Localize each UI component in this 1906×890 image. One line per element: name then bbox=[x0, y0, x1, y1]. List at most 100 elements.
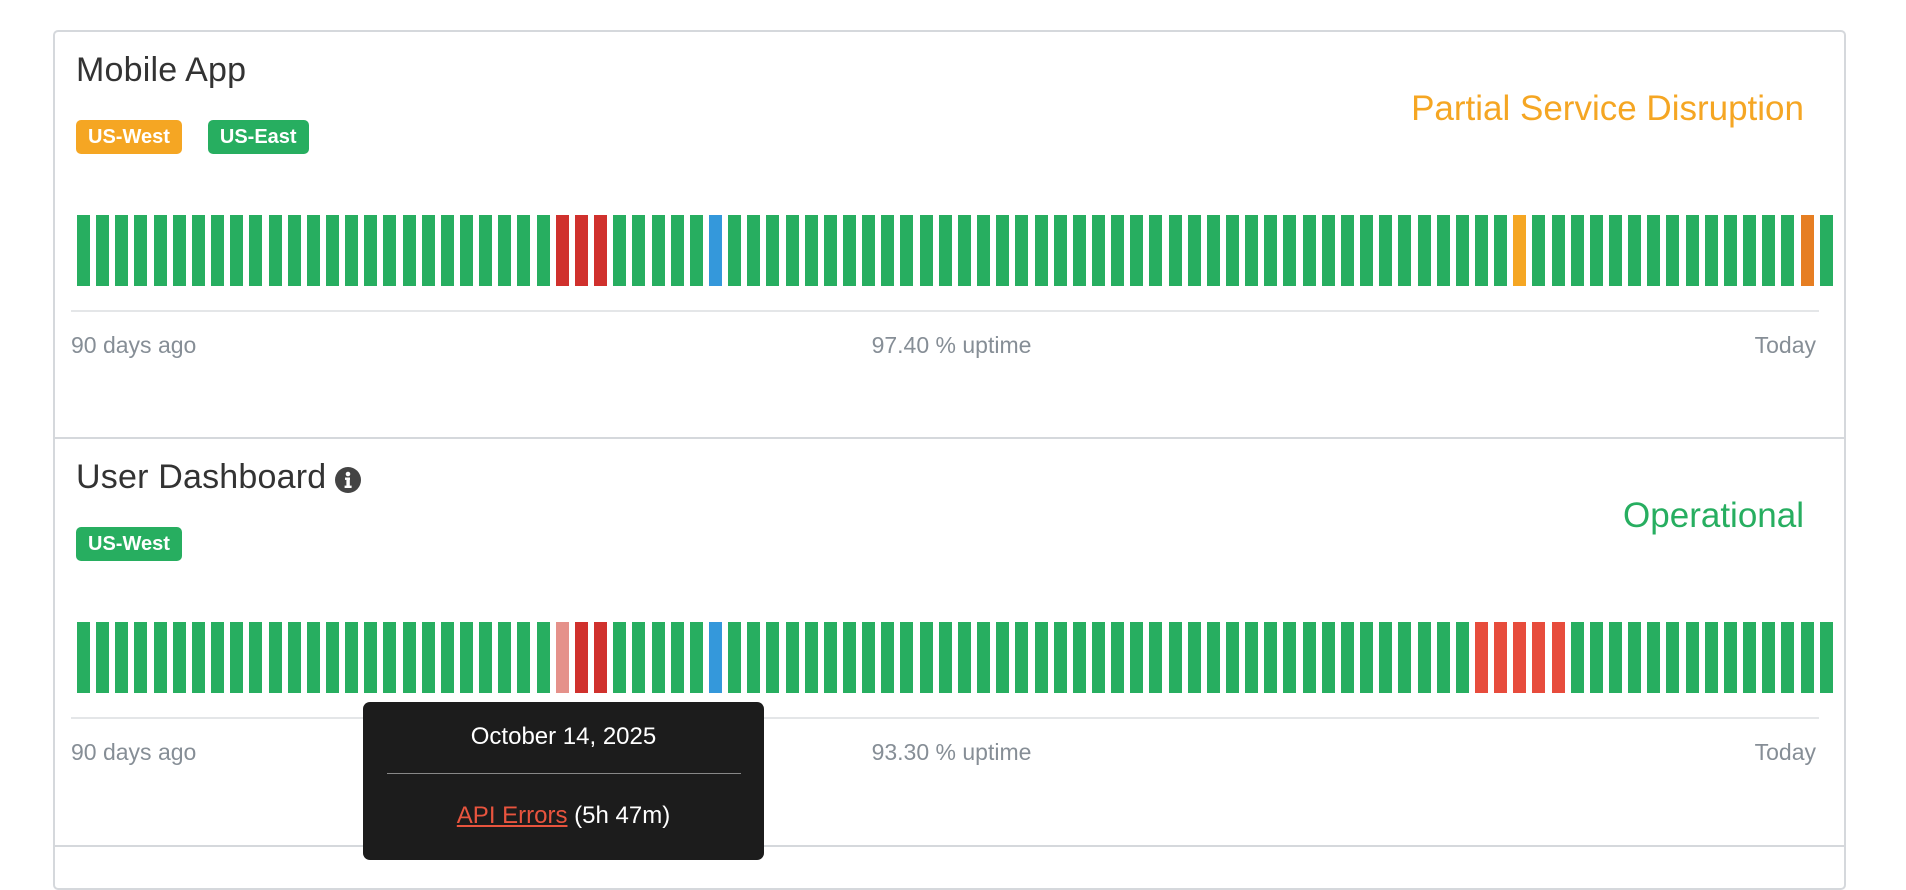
uptime-day-bar[interactable] bbox=[804, 622, 818, 693]
uptime-day-bar[interactable] bbox=[306, 622, 320, 693]
uptime-day-bar[interactable] bbox=[1149, 215, 1163, 286]
uptime-day-bar[interactable] bbox=[1379, 215, 1393, 286]
uptime-day-bar[interactable] bbox=[1226, 622, 1239, 693]
uptime-day-bar[interactable] bbox=[574, 622, 588, 693]
uptime-day-bar[interactable] bbox=[134, 215, 148, 286]
uptime-day-bar[interactable] bbox=[383, 215, 397, 286]
uptime-day-bar[interactable] bbox=[1034, 215, 1048, 286]
uptime-day-bar[interactable] bbox=[77, 622, 90, 693]
uptime-day-bar[interactable] bbox=[1513, 215, 1527, 286]
uptime-day-bar[interactable] bbox=[115, 622, 129, 693]
uptime-day-bar[interactable] bbox=[1302, 622, 1316, 693]
uptime-day-bar[interactable] bbox=[555, 215, 569, 286]
uptime-day-bar[interactable] bbox=[1360, 215, 1374, 286]
uptime-day-bar[interactable] bbox=[613, 622, 627, 693]
uptime-day-bar[interactable] bbox=[1168, 622, 1182, 693]
uptime-day-bar[interactable] bbox=[268, 622, 282, 693]
uptime-day-bar[interactable] bbox=[1168, 215, 1182, 286]
uptime-day-bar[interactable] bbox=[517, 622, 531, 693]
uptime-day-bar[interactable] bbox=[1551, 215, 1565, 286]
uptime-day-bar[interactable] bbox=[689, 622, 703, 693]
uptime-day-bar[interactable] bbox=[1647, 622, 1661, 693]
uptime-day-bar[interactable] bbox=[1474, 622, 1488, 693]
uptime-day-bar[interactable] bbox=[1819, 215, 1833, 286]
uptime-day-bar[interactable] bbox=[1570, 622, 1584, 693]
uptime-day-bar[interactable] bbox=[651, 215, 665, 286]
uptime-day-bar[interactable] bbox=[1455, 622, 1469, 693]
uptime-day-bar[interactable] bbox=[383, 622, 397, 693]
uptime-day-bar[interactable] bbox=[345, 215, 359, 286]
uptime-day-bar[interactable] bbox=[1187, 622, 1201, 693]
uptime-day-bar[interactable] bbox=[536, 215, 550, 286]
uptime-day-bar[interactable] bbox=[1111, 622, 1125, 693]
uptime-day-bar[interactable] bbox=[919, 622, 933, 693]
uptime-day-bar[interactable] bbox=[1130, 215, 1144, 286]
uptime-day-bar[interactable] bbox=[153, 215, 167, 286]
uptime-day-bar[interactable] bbox=[96, 622, 110, 693]
uptime-day-bar[interactable] bbox=[249, 622, 263, 693]
uptime-day-bar[interactable] bbox=[1800, 215, 1814, 286]
uptime-day-bar[interactable] bbox=[1723, 622, 1737, 693]
uptime-day-bar[interactable] bbox=[1091, 622, 1105, 693]
uptime-day-bar[interactable] bbox=[172, 622, 186, 693]
uptime-day-bar[interactable] bbox=[153, 622, 167, 693]
uptime-day-bar[interactable] bbox=[230, 215, 244, 286]
uptime-day-bar[interactable] bbox=[1130, 622, 1144, 693]
uptime-day-bar[interactable] bbox=[1513, 622, 1527, 693]
uptime-day-bar[interactable] bbox=[1015, 215, 1029, 286]
uptime-day-bar[interactable] bbox=[1628, 215, 1642, 286]
uptime-day-bar[interactable] bbox=[708, 215, 722, 286]
uptime-day-bar[interactable] bbox=[957, 215, 971, 286]
uptime-day-bar[interactable] bbox=[1532, 622, 1546, 693]
uptime-day-bar[interactable] bbox=[1245, 215, 1259, 286]
uptime-day-bar[interactable] bbox=[421, 622, 435, 693]
uptime-day-bar[interactable] bbox=[1819, 622, 1833, 693]
uptime-day-bar[interactable] bbox=[1666, 622, 1680, 693]
uptime-day-bar[interactable] bbox=[498, 622, 512, 693]
uptime-day-bar[interactable] bbox=[402, 215, 416, 286]
uptime-day-bar[interactable] bbox=[1340, 215, 1354, 286]
uptime-day-bar[interactable] bbox=[862, 215, 876, 286]
uptime-day-bar[interactable] bbox=[1800, 622, 1814, 693]
uptime-day-bar[interactable] bbox=[479, 622, 493, 693]
uptime-day-bar[interactable] bbox=[1532, 215, 1546, 286]
uptime-day-bar[interactable] bbox=[1723, 215, 1737, 286]
uptime-day-bar[interactable] bbox=[785, 622, 799, 693]
uptime-day-bar[interactable] bbox=[1589, 215, 1603, 286]
uptime-day-bar[interactable] bbox=[843, 622, 856, 693]
uptime-day-bar[interactable] bbox=[364, 215, 378, 286]
region-tag-us-west[interactable]: US-West bbox=[76, 527, 182, 561]
uptime-day-bar[interactable] bbox=[96, 215, 110, 286]
uptime-day-bar[interactable] bbox=[1743, 215, 1757, 286]
uptime-day-bar[interactable] bbox=[843, 215, 856, 286]
uptime-day-bar[interactable] bbox=[670, 622, 684, 693]
uptime-day-bar[interactable] bbox=[1685, 215, 1699, 286]
uptime-day-bar[interactable] bbox=[996, 215, 1010, 286]
uptime-day-bar[interactable] bbox=[1781, 622, 1795, 693]
uptime-day-bar[interactable] bbox=[77, 215, 90, 286]
uptime-day-bar[interactable] bbox=[191, 215, 205, 286]
uptime-day-bar[interactable] bbox=[900, 215, 914, 286]
uptime-day-bar[interactable] bbox=[1149, 622, 1163, 693]
uptime-day-bar[interactable] bbox=[804, 215, 818, 286]
uptime-day-bar[interactable] bbox=[632, 215, 646, 286]
uptime-day-bar[interactable] bbox=[1474, 215, 1488, 286]
uptime-day-bar[interactable] bbox=[306, 215, 320, 286]
uptime-day-bar[interactable] bbox=[881, 215, 895, 286]
uptime-day-bar[interactable] bbox=[651, 622, 665, 693]
uptime-day-bar[interactable] bbox=[1206, 622, 1220, 693]
uptime-day-bar[interactable] bbox=[287, 622, 301, 693]
uptime-day-bar[interactable] bbox=[1226, 215, 1239, 286]
uptime-day-bar[interactable] bbox=[1436, 215, 1450, 286]
uptime-day-bar[interactable] bbox=[1245, 622, 1259, 693]
uptime-day-bar[interactable] bbox=[479, 215, 493, 286]
uptime-day-bar[interactable] bbox=[996, 622, 1010, 693]
uptime-day-bar[interactable] bbox=[1187, 215, 1201, 286]
uptime-day-bar[interactable] bbox=[191, 622, 205, 693]
uptime-day-bar[interactable] bbox=[823, 622, 837, 693]
uptime-day-bar[interactable] bbox=[823, 215, 837, 286]
uptime-day-bar[interactable] bbox=[287, 215, 301, 286]
uptime-day-bar[interactable] bbox=[785, 215, 799, 286]
uptime-day-bar[interactable] bbox=[862, 622, 876, 693]
uptime-day-bar[interactable] bbox=[1264, 215, 1278, 286]
